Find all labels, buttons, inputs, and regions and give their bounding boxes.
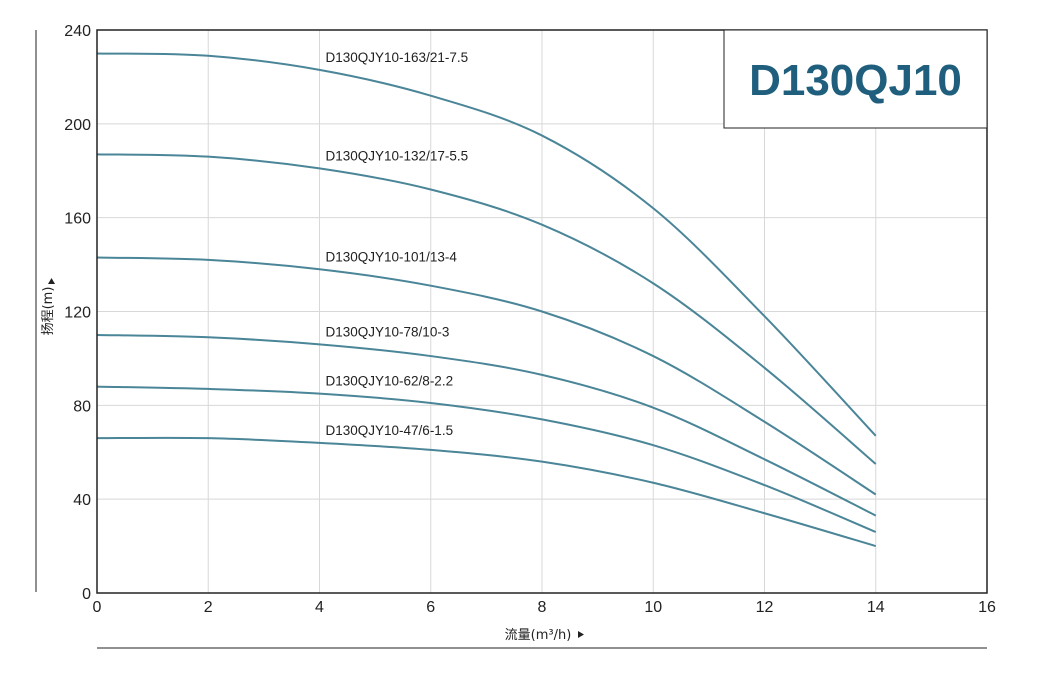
y-tick-label: 0: [82, 586, 91, 603]
title-box-frame: [723, 29, 988, 129]
y-axis-arrow-icon: [48, 278, 55, 284]
series-label-5: D130QJY10-62/8-2.2: [326, 374, 454, 389]
x-tick-label: 16: [978, 599, 996, 616]
x-tick-label: 6: [426, 599, 435, 616]
series-label-group: D130QJY10-163/21-7.5 D130QJY10-132/17-5.5…: [326, 50, 469, 438]
x-tick-label: 4: [315, 599, 324, 616]
series-label-6: D130QJY10-47/6-1.5: [326, 423, 454, 438]
title-box: D130QJ10: [723, 29, 988, 129]
chart-title: D130QJ10: [749, 56, 962, 105]
x-tick-label: 14: [867, 599, 885, 616]
series-curve-4: [96, 333, 877, 517]
curve-group: [96, 52, 877, 548]
x-axis-arrow-icon: [578, 631, 584, 638]
y-axis-label-group: 扬程(m): [41, 278, 56, 335]
series-curve-5: [96, 385, 877, 533]
y-tick-label: 40: [73, 492, 91, 509]
x-axis-label: 流量(m³/h): [505, 628, 572, 643]
x-tick-label: 10: [644, 599, 662, 616]
x-tick-label: 8: [538, 599, 547, 616]
series-label-4: D130QJY10-78/10-3: [326, 324, 450, 339]
series-label-2: D130QJY10-132/17-5.5: [326, 148, 469, 163]
y-tick-label: 160: [64, 211, 91, 228]
y-axis-label: 扬程(m): [41, 287, 56, 336]
x-tick-label: 2: [204, 599, 213, 616]
x-tick-labels: 0 2 4 6 8 10 12 14 16: [93, 599, 996, 616]
series-curve-3: [96, 256, 877, 496]
y-tick-label: 200: [64, 117, 91, 134]
y-tick-label: 240: [64, 23, 91, 40]
y-tick-label: 120: [64, 305, 91, 322]
series-curve-6: [96, 436, 877, 548]
x-axis-label-group: 流量(m³/h): [505, 628, 584, 643]
series-label-3: D130QJY10-101/13-4: [326, 249, 458, 264]
series-curve-1: [96, 52, 877, 437]
x-tick-label: 0: [93, 599, 102, 616]
series-curve-2: [96, 153, 877, 465]
x-tick-label: 12: [756, 599, 774, 616]
series-label-1: D130QJY10-163/21-7.5: [326, 50, 469, 65]
plot-frame: [96, 29, 988, 594]
y-tick-label: 80: [73, 398, 91, 415]
y-tick-labels: 0 40 80 120 160 200 240: [64, 23, 91, 603]
